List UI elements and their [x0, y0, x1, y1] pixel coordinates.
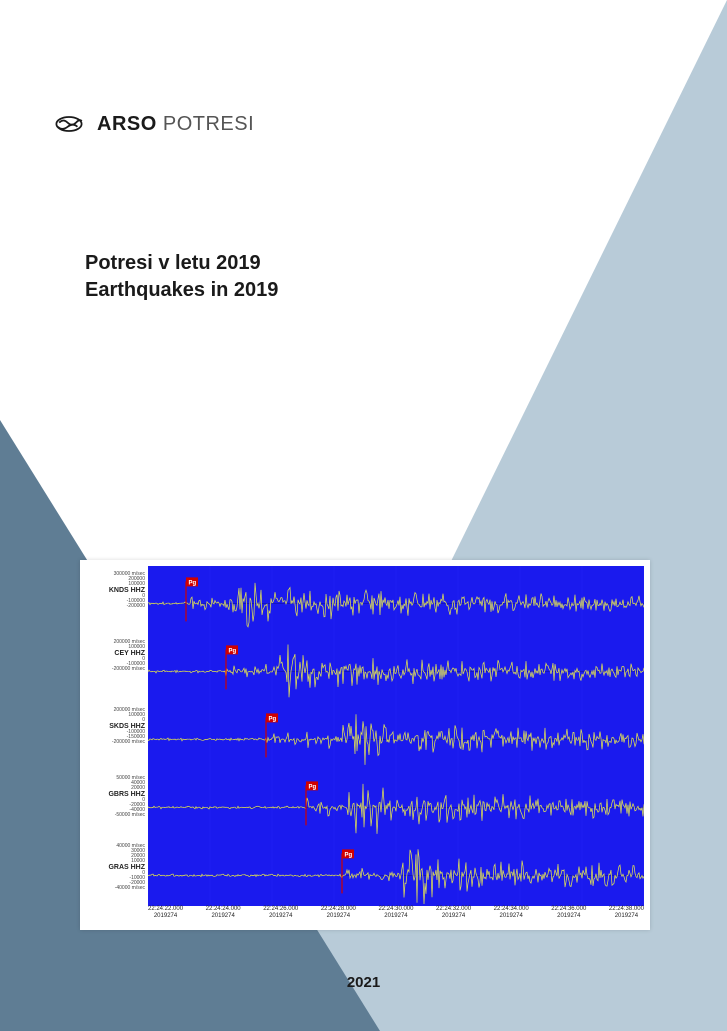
station-label: 50000 m/sec4000020000GBRS HHZ0-20000-400…	[80, 776, 148, 844]
title-english: Earthquakes in 2019	[85, 277, 278, 304]
station-label: 200000 m/sec100000CEY HHZ0-100000-200000…	[80, 640, 148, 708]
x-tick: 22:24:26.0002019274	[263, 906, 298, 928]
station-label: 300000 m/sec200000100000KNDS HHZ0-100000…	[80, 572, 148, 640]
logo-text: ARSO POTRESI	[97, 113, 254, 136]
station-label: 40000 m/sec300002000010000GRAS HHZ0-1000…	[80, 844, 148, 912]
arso-logo-icon	[55, 110, 83, 138]
seismogram-y-axis: 300000 m/sec200000100000KNDS HHZ0-100000…	[80, 566, 148, 906]
x-tick: 22:24:30.0002019274	[378, 906, 413, 928]
seismogram-panel: 300000 m/sec200000100000KNDS HHZ0-100000…	[80, 560, 650, 930]
x-tick: 22:24:36.0002019274	[551, 906, 586, 928]
x-tick: 22:24:34.0002019274	[494, 906, 529, 928]
station-label: 200000 m/sec1000000SKDS HHZ-100000-15000…	[80, 708, 148, 776]
x-tick: 22:24:38.0002019274	[609, 906, 644, 928]
x-tick: 22:24:24.0002019274	[206, 906, 241, 928]
x-tick: 22:24:32.0002019274	[436, 906, 471, 928]
svg-text:Pg: Pg	[269, 716, 277, 722]
title-block: Potresi v letu 2019 Earthquakes in 2019	[85, 250, 278, 304]
publication-year: 2021	[0, 974, 727, 991]
title-slovenian: Potresi v letu 2019	[85, 250, 278, 277]
seismogram-traces: Pg Pg Pg Pg Pg	[148, 566, 644, 906]
logo-bold: ARSO	[97, 113, 157, 135]
svg-text:Pg: Pg	[229, 648, 237, 654]
svg-text:Pg: Pg	[345, 852, 353, 858]
seismogram-x-axis: 22:24:22.0002019274 22:24:24.0002019274 22…	[148, 906, 644, 928]
seismogram-plot-area: Pg Pg Pg Pg Pg	[148, 566, 644, 906]
svg-text:Pg: Pg	[309, 784, 317, 790]
svg-text:Pg: Pg	[189, 580, 197, 586]
header: ARSO POTRESI	[55, 110, 254, 138]
logo-light: POTRESI	[163, 113, 254, 135]
x-tick: 22:24:22.0002019274	[148, 906, 183, 928]
x-tick: 22:24:28.0002019274	[321, 906, 356, 928]
